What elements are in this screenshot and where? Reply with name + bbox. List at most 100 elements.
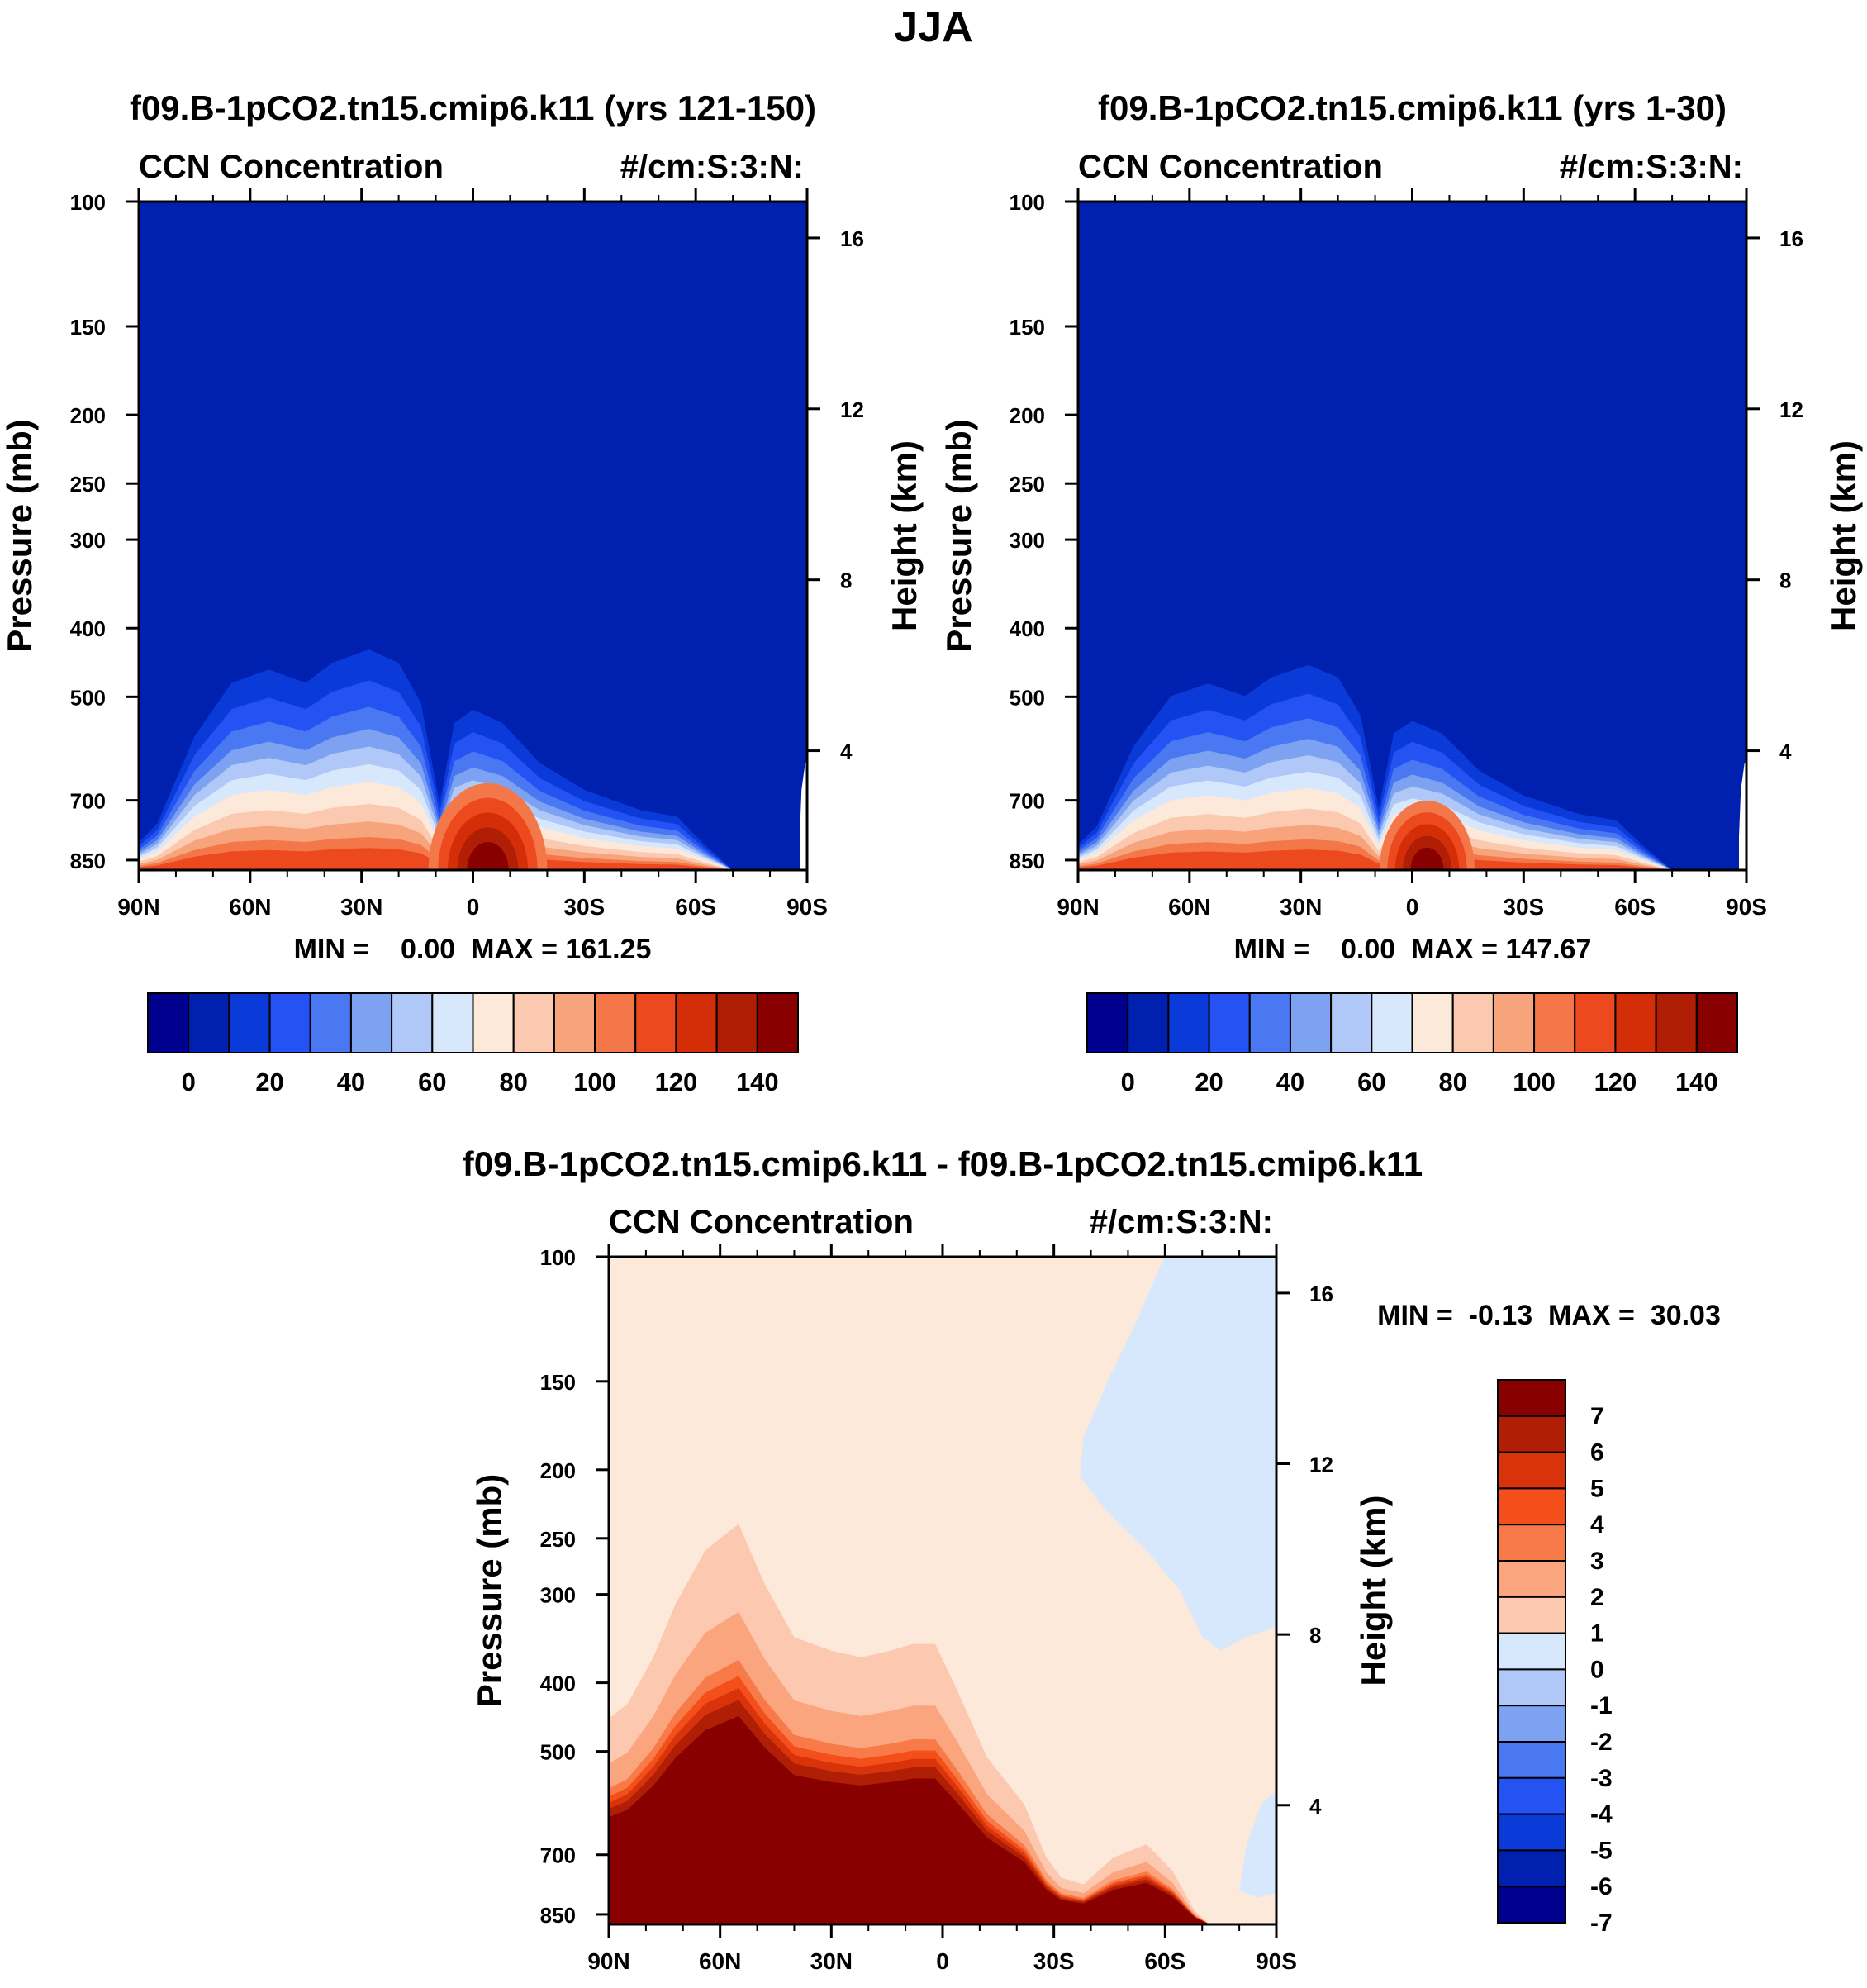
panel-3: 90N 60N 30N 0 30S 60S 90S100150200250300400500… — [463, 1144, 1721, 1974]
y2-tick-label: 16 — [1309, 1282, 1333, 1306]
colorbar-label: 80 — [499, 1068, 527, 1096]
colorbar-label: 40 — [1276, 1068, 1304, 1096]
x-tick-label: 30S — [1503, 894, 1544, 920]
colorbar-label: 5 — [1590, 1475, 1604, 1502]
y-tick-label: 100 — [1010, 190, 1045, 215]
colorbar-swatch — [756, 992, 799, 1053]
colorbar-swatch — [634, 992, 677, 1053]
colorbar-swatch — [1497, 1705, 1566, 1743]
colorbar-swatch — [1492, 992, 1536, 1053]
y-tick-label: 700 — [540, 1843, 576, 1868]
y-tick-label: 300 — [1010, 528, 1045, 553]
colorbar-swatch — [188, 992, 230, 1053]
colorbar-swatch — [1497, 1741, 1566, 1779]
min-max-label: MIN = 0.00 MAX = 147.67 — [1234, 934, 1592, 965]
colorbar-swatch — [1497, 1886, 1566, 1924]
contour-level-12 — [139, 848, 734, 870]
y-tick-label: 100 — [540, 1245, 576, 1270]
colorbar-label: -4 — [1590, 1801, 1613, 1829]
y-tick-label: 200 — [1010, 403, 1045, 428]
colorbar-label: 60 — [418, 1068, 446, 1096]
colorbar: 0 20 40 60 80 100 120 140 — [147, 992, 799, 1096]
x-tick-label: 60N — [229, 894, 271, 920]
colorbar-swatch — [268, 992, 311, 1053]
min-max-label: MIN = 0.00 MAX = 161.25 — [294, 934, 652, 965]
colorbar-swatch — [1533, 992, 1576, 1053]
colorbar-label: 100 — [1513, 1068, 1556, 1096]
y2-tick-label: 4 — [840, 740, 853, 764]
y2-tick-label: 4 — [1779, 740, 1792, 764]
y-tick-label: 150 — [70, 315, 106, 340]
colorbar-swatch — [1497, 1668, 1566, 1707]
colorbar-swatch — [1574, 992, 1617, 1053]
colorbar-swatch — [1289, 992, 1333, 1053]
contour-level-neg1to0 — [1080, 1257, 1276, 1651]
colorbar-label: -6 — [1590, 1873, 1613, 1900]
colorbar-label: 40 — [337, 1068, 365, 1096]
page-title: JJA — [894, 3, 972, 51]
y-tick-label: 300 — [540, 1583, 576, 1608]
left-string: CCN Concentration — [609, 1204, 914, 1240]
colorbar-swatch — [1614, 992, 1657, 1053]
right-string-units: #/cm:S:3:N: — [620, 149, 804, 185]
y-tick-label: 200 — [540, 1458, 576, 1483]
y-tick-label: 100 — [70, 190, 106, 215]
panels: 90N 60N 30N 0 30S 60S 90S 100 150 200 2 5 0 300 400 500… — [0, 88, 1863, 1974]
x-tick-label: 90S — [1726, 894, 1767, 920]
contour-field — [1078, 202, 1746, 870]
colorbar-swatch — [349, 992, 393, 1053]
colorbar-swatch — [1655, 992, 1698, 1053]
x-tick-label: 90N — [1057, 894, 1099, 920]
y-axis-label: Pressure (mb) — [0, 419, 39, 652]
colorbar-swatch — [1371, 992, 1413, 1053]
colorbar-swatch — [1451, 992, 1494, 1053]
colorbar-label: 2 — [1590, 1584, 1604, 1611]
colorbar-label: -7 — [1590, 1910, 1613, 1937]
y-tick-label: 400 — [540, 1672, 576, 1696]
tropical-peak-level-5 — [467, 842, 509, 870]
min-max-label: MIN = -0.13 MAX = 30.03 — [1377, 1300, 1721, 1331]
colorbar-swatch — [1411, 992, 1454, 1053]
colorbar-swatch — [1330, 992, 1373, 1053]
contour-level-7 — [609, 1715, 1210, 1924]
colorbar-swatch — [1497, 1524, 1566, 1562]
colorbar-label: 80 — [1438, 1068, 1466, 1096]
y2-tick-label: 16 — [840, 226, 864, 251]
colorbar-swatch — [1497, 1776, 1566, 1815]
colorbar-label: 0 — [1590, 1656, 1604, 1683]
colorbar-label: 20 — [255, 1068, 283, 1096]
colorbar-swatch — [594, 992, 637, 1053]
colorbar-swatch — [1497, 1560, 1566, 1598]
missing-data — [800, 763, 807, 870]
y2-tick-label: 12 — [1309, 1453, 1333, 1477]
colorbar-label: -2 — [1590, 1729, 1613, 1756]
y-tick-label: 500 — [1010, 685, 1045, 710]
panel-title: f09.B-1pCO2.tn15.cmip6.k11 (yrs 1-30) — [1098, 88, 1727, 127]
colorbar-label: -5 — [1590, 1837, 1613, 1864]
y-tick-label: 850 — [70, 849, 106, 873]
y-tick-label: 200 — [70, 403, 106, 428]
y-tick-label: 400 — [1010, 616, 1045, 641]
right-string-units: #/cm:S:3:N: — [1560, 149, 1743, 185]
colorbar-swatch — [391, 992, 434, 1053]
x-tick-label: 60S — [675, 894, 716, 920]
right-string-units: #/cm:S:3:N: — [1090, 1204, 1273, 1240]
colorbar-swatch — [1497, 1451, 1566, 1490]
x-tick-label: 0 — [1406, 894, 1419, 920]
contour-level-12 — [1078, 849, 1673, 870]
colorbar-swatch — [431, 992, 474, 1053]
x-tick-label: 30N — [340, 894, 382, 920]
y2-axis-label: Height (km) — [1354, 1496, 1393, 1686]
y2-tick-label: 4 — [1309, 1794, 1322, 1819]
colorbar-swatch — [228, 992, 271, 1053]
x-tick-label: 60N — [1168, 894, 1210, 920]
colorbar-swatch — [1497, 1813, 1566, 1852]
y-tick-label: 850 — [540, 1903, 576, 1928]
colorbar-swatch — [1497, 1415, 1566, 1453]
x-tick-label: 30N — [1280, 894, 1322, 920]
colorbar-swatch — [1086, 992, 1129, 1053]
x-tick-label: 30S — [563, 894, 605, 920]
colorbar-label: 4 — [1590, 1511, 1604, 1539]
x-tick-label: 90S — [1256, 1948, 1297, 1974]
